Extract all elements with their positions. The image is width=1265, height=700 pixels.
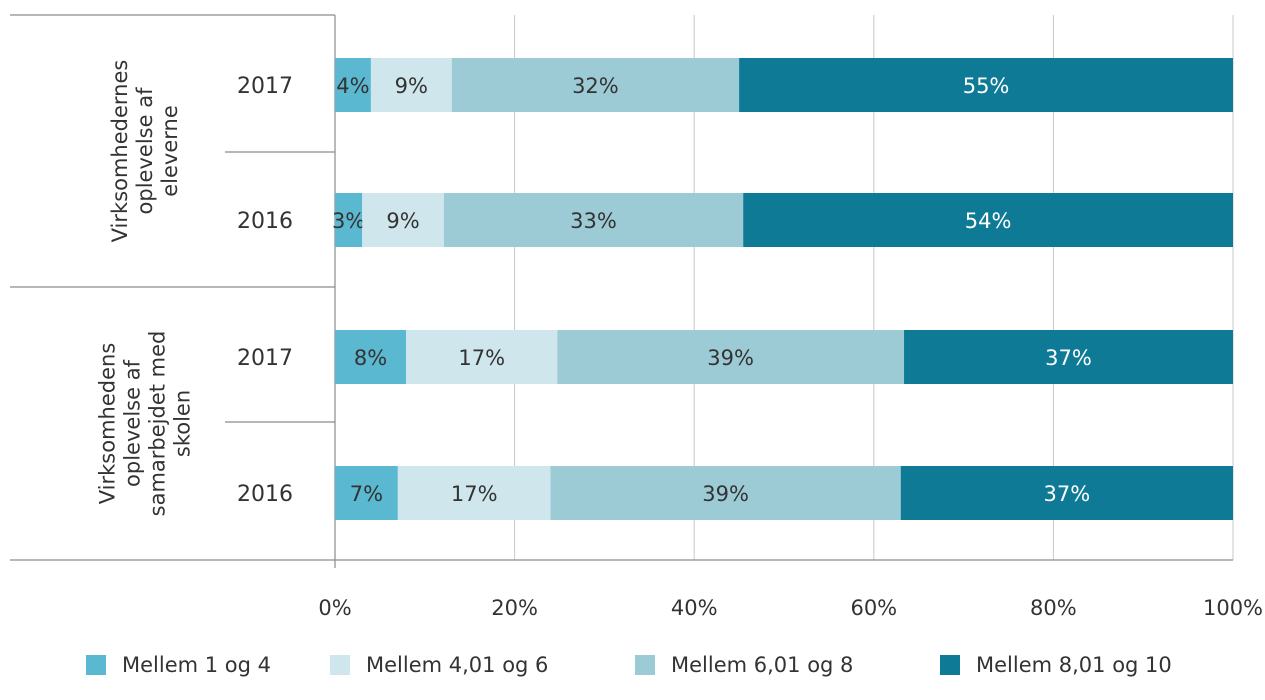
- data-label: 17%: [458, 346, 505, 370]
- data-label: 7%: [350, 482, 383, 506]
- bar-segment: [904, 330, 1233, 384]
- bar-segment: [743, 193, 1233, 247]
- data-label: 37%: [1044, 482, 1091, 506]
- x-tick-label: 100%: [1203, 596, 1263, 620]
- legend-swatch: [330, 655, 350, 675]
- data-label: 54%: [965, 209, 1012, 233]
- bar-segment: [550, 466, 901, 520]
- data-label: 3%: [332, 209, 365, 233]
- data-label: 55%: [963, 74, 1010, 98]
- bar-segment: [335, 466, 398, 520]
- bar-segment: [406, 330, 558, 384]
- stacked-bar-chart: 0% 20% 40% 60% 80% 100%Virksomhedernesoplevel…: [10, 14, 1263, 620]
- group-label: Virksomhedernesoplevelse afeleverne: [108, 60, 182, 243]
- data-label: 9%: [395, 74, 428, 98]
- legend-item: Mellem 1 og 4: [86, 650, 271, 680]
- bar-segment: [335, 58, 371, 112]
- data-label: 8%: [354, 346, 387, 370]
- data-label: 4%: [336, 74, 369, 98]
- legend-item: Mellem 8,01 og 10: [940, 650, 1172, 680]
- bar-segment: [370, 58, 452, 112]
- data-label: 37%: [1045, 346, 1092, 370]
- group-label-line: oplevelse af: [121, 359, 145, 487]
- year-label: 2017: [237, 346, 293, 371]
- legend-item: Mellem 4,01 og 6: [330, 650, 548, 680]
- bar-segment: [362, 193, 444, 247]
- group-label-line: eleverne: [158, 105, 182, 197]
- bar-segment: [900, 466, 1233, 520]
- data-label: 39%: [707, 346, 754, 370]
- legend-label: Mellem 4,01 og 6: [366, 653, 549, 677]
- year-label: 2016: [237, 209, 293, 234]
- legend-label: Mellem 6,01 og 8: [671, 653, 854, 677]
- x-tick-label: 20%: [491, 596, 538, 620]
- bar-segment: [739, 58, 1233, 112]
- data-label: 33%: [570, 209, 617, 233]
- x-tick-label: 60%: [850, 596, 897, 620]
- legend-label: Mellem 8,01 og 10: [976, 653, 1172, 677]
- bar-segment: [335, 193, 363, 247]
- x-tick-label: 80%: [1030, 596, 1077, 620]
- data-label: 9%: [386, 209, 419, 233]
- legend-label: Mellem 1 og 4: [122, 653, 272, 677]
- data-label: 39%: [702, 482, 749, 506]
- group-label-line: oplevelse af: [133, 87, 157, 215]
- legend-swatch: [940, 655, 960, 675]
- group-label-line: samarbejdet med: [146, 331, 170, 517]
- legend-item: Mellem 6,01 og 8: [635, 650, 853, 680]
- group-label-line: Virksomhedernes: [108, 60, 132, 243]
- group-label-line: skolen: [171, 390, 195, 457]
- x-tick-label: 40%: [671, 596, 718, 620]
- year-label: 2016: [237, 482, 293, 507]
- bar-segment: [335, 330, 407, 384]
- chart-legend: Mellem 1 og 4 Mellem 4,01 og 6 Mellem 6,01…: [0, 650, 1265, 690]
- x-tick-label: 0%: [318, 596, 351, 620]
- legend-swatch: [86, 655, 106, 675]
- data-label: 32%: [572, 74, 619, 98]
- bar-segment: [557, 330, 905, 384]
- year-label: 2017: [237, 74, 293, 99]
- bar-segment: [451, 58, 740, 112]
- group-label: Virksomhedensoplevelse afsamarbejdet med…: [96, 331, 195, 517]
- legend-swatch: [635, 655, 655, 675]
- group-label-line: Virksomhedens: [96, 343, 120, 505]
- data-label: 17%: [451, 482, 498, 506]
- bar-segment: [397, 466, 551, 520]
- bar-segment: [443, 193, 744, 247]
